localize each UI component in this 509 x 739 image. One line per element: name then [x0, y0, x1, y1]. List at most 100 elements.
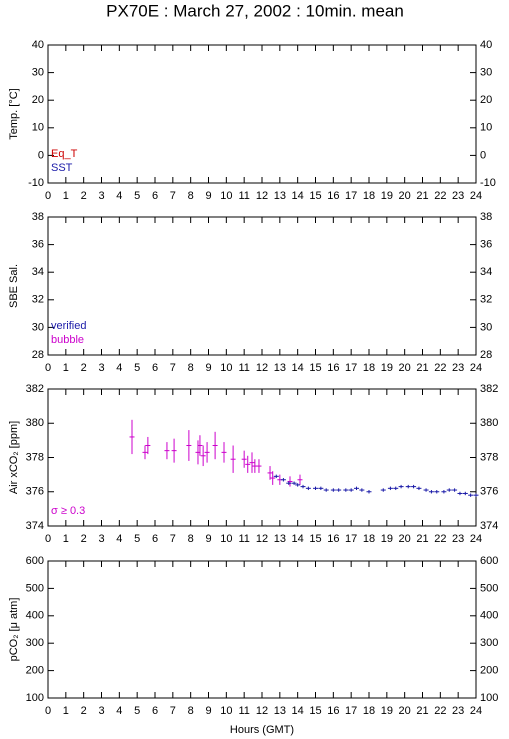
x-tick-label: 23: [452, 190, 464, 202]
x-tick-label: 18: [363, 362, 375, 374]
x-tick-label: 12: [256, 705, 268, 717]
x-tick-label: 8: [188, 533, 194, 545]
y-tick-label-right: 378: [480, 451, 498, 463]
x-tick-label: 7: [170, 362, 176, 374]
y-tick-label: 0: [38, 149, 44, 161]
x-tick-label: 15: [309, 190, 321, 202]
x-tick-label: 9: [205, 533, 211, 545]
x-tick-label: 24: [470, 705, 482, 717]
x-axis-label: Hours (GMT): [230, 724, 294, 736]
x-tick-label: 22: [434, 705, 446, 717]
x-tick-label: 7: [170, 705, 176, 717]
x-tick-label: 11: [238, 362, 249, 374]
y-tick-label: 32: [32, 294, 44, 306]
x-tick-label: 15: [309, 362, 321, 374]
y-tick-label: 600: [26, 555, 44, 567]
x-tick-label: 17: [345, 362, 357, 374]
x-tick-label: 5: [134, 705, 140, 717]
legend-entry: verified: [51, 320, 86, 332]
y-tick-label-right: 20: [480, 94, 492, 106]
x-tick-label: 15: [309, 705, 321, 717]
y-tick-label: 382: [26, 383, 44, 395]
y-tick-label-right: 376: [480, 486, 498, 498]
y-tick-label: 34: [32, 266, 44, 278]
x-tick-label: 6: [152, 362, 158, 374]
x-tick-label: 10: [220, 533, 232, 545]
x-tick-label: 13: [274, 705, 286, 717]
x-tick-label: 6: [152, 533, 158, 545]
y-tick-label: 374: [26, 520, 44, 532]
y-tick-label: 30: [32, 67, 44, 79]
y-tick-label: 36: [32, 239, 44, 251]
y-tick-label-right: 374: [480, 520, 498, 532]
x-tick-label: 1: [63, 705, 69, 717]
plot-frame: [47, 216, 477, 356]
y-tick-label-right: 380: [480, 417, 498, 429]
x-tick-label: 23: [452, 705, 464, 717]
y-tick-label: 28: [32, 349, 44, 361]
x-tick-label: 9: [205, 190, 211, 202]
x-tick-label: 1: [63, 533, 69, 545]
x-tick-label: 18: [363, 705, 375, 717]
x-tick-label: 22: [434, 533, 446, 545]
x-tick-label: 10: [220, 705, 232, 717]
x-tick-label: 1: [63, 190, 69, 202]
x-tick-label: 19: [381, 705, 393, 717]
x-tick-label: 20: [399, 190, 411, 202]
y-tick-label-right: 32: [480, 294, 492, 306]
legend-entry: Eq_T: [51, 148, 78, 160]
x-tick-label: 8: [188, 705, 194, 717]
x-tick-label: 10: [220, 190, 232, 202]
y-axis-label: Temp. [°C]: [8, 88, 20, 139]
y-tick-label-right: 600: [480, 555, 498, 567]
y-tick-label-right: 382: [480, 383, 498, 395]
x-tick-label: 14: [292, 705, 304, 717]
y-tick-label: 30: [32, 321, 44, 333]
x-tick-label: 2: [81, 362, 87, 374]
x-tick-label: 14: [292, 533, 304, 545]
x-tick-label: 22: [434, 190, 446, 202]
x-tick-label: 20: [399, 533, 411, 545]
x-tick-label: 2: [81, 190, 87, 202]
x-tick-label: 17: [345, 705, 357, 717]
x-tick-label: 24: [470, 362, 482, 374]
x-tick-label: 8: [188, 190, 194, 202]
y-tick-label-right: 300: [480, 637, 498, 649]
x-tick-label: 11: [238, 705, 249, 717]
y-tick-label: 200: [26, 665, 44, 677]
x-tick-label: 0: [45, 705, 51, 717]
x-tick-label: 17: [345, 533, 357, 545]
y-tick-label: 10: [32, 122, 44, 134]
x-tick-label: 18: [363, 533, 375, 545]
x-tick-label: 7: [170, 190, 176, 202]
x-tick-label: 9: [205, 362, 211, 374]
legend-entry: σ ≥ 0.3: [51, 505, 85, 517]
x-tick-label: 21: [416, 705, 428, 717]
x-tick-label: 13: [274, 362, 286, 374]
y-tick-label: 20: [32, 94, 44, 106]
x-tick-label: 18: [363, 190, 375, 202]
x-tick-label: 24: [470, 533, 482, 545]
x-tick-label: 12: [256, 533, 268, 545]
x-tick-label: 6: [152, 190, 158, 202]
x-tick-label: 23: [452, 533, 464, 545]
y-axis-label: Air xCO₂ [ppm]: [8, 421, 20, 494]
y-tick-label: 38: [32, 211, 44, 223]
x-tick-label: 23: [452, 362, 464, 374]
y-tick-label-right: 200: [480, 665, 498, 677]
y-tick-label-right: 400: [480, 610, 498, 622]
x-tick-label: 13: [274, 533, 286, 545]
y-tick-label-right: 38: [480, 211, 492, 223]
legend-entry: SST: [51, 162, 73, 174]
x-tick-label: 21: [416, 362, 428, 374]
x-tick-label: 8: [188, 362, 194, 374]
y-tick-label-right: 10: [480, 122, 492, 134]
y-tick-label: 40: [32, 39, 44, 51]
y-tick-label-right: -10: [480, 177, 496, 189]
x-tick-label: 9: [205, 705, 211, 717]
x-tick-label: 14: [292, 362, 304, 374]
x-tick-label: 4: [116, 362, 122, 374]
x-tick-label: 22: [434, 362, 446, 374]
x-tick-label: 7: [170, 533, 176, 545]
y-tick-label-right: 30: [480, 321, 492, 333]
